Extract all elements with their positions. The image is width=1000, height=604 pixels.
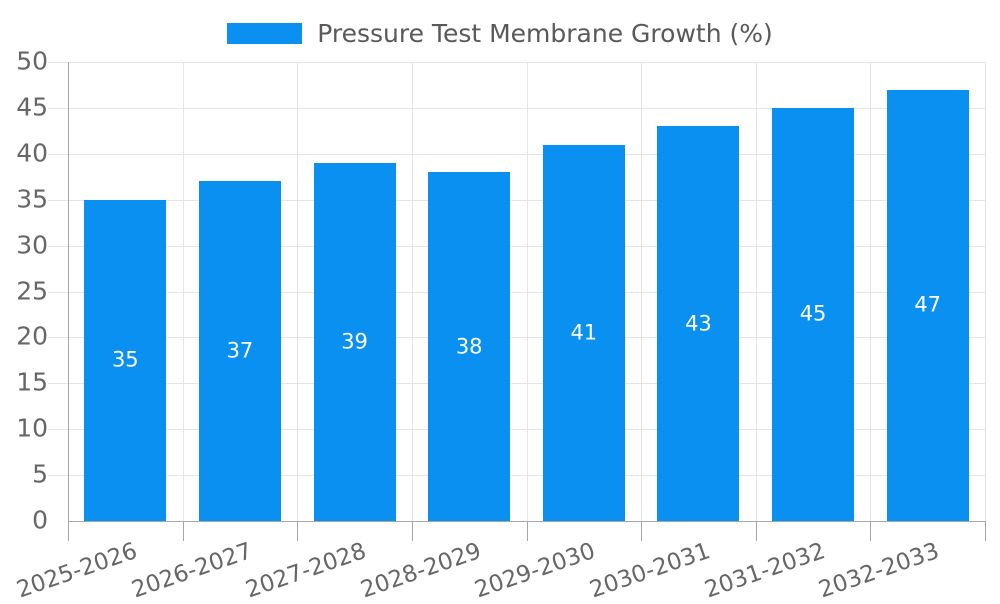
x-axis-tick (755, 521, 757, 541)
y-gridline (48, 291, 985, 293)
bar-value-label: 37 (226, 338, 254, 363)
y-gridline (48, 107, 985, 109)
x-axis-tick (985, 521, 986, 541)
bar[interactable]: 43 (657, 126, 740, 521)
x-gridline (182, 62, 184, 521)
y-tick-label: 50 (16, 46, 48, 76)
x-tick-label: 2030-2031 (586, 538, 714, 604)
y-gridline (48, 337, 985, 339)
x-gridline (526, 62, 528, 521)
y-tick-label: 45 (16, 92, 48, 122)
x-gridline (641, 62, 643, 521)
bar-value-label: 43 (685, 311, 712, 336)
plot-area: 0 5 10 15 20 25 30 35 40 45 50 35 2025-2026 37 2026-20… (13, 49, 986, 603)
y-gridline (48, 475, 985, 477)
y-axis-line (68, 62, 69, 521)
y-tick-label: 15 (16, 367, 48, 397)
legend-swatch-icon (227, 22, 303, 44)
y-tick-label: 40 (16, 138, 48, 168)
bar-value-label: 39 (341, 329, 368, 354)
bar[interactable]: 45 (772, 107, 855, 521)
x-tick-label: 2026-2027 (128, 538, 256, 604)
x-axis-tick (870, 521, 872, 541)
x-tick-label: 2032-2033 (815, 538, 943, 604)
y-gridline (48, 199, 985, 201)
x-tick-label: 2031-2032 (701, 538, 829, 604)
x-axis-tick (526, 521, 528, 541)
legend-label: Pressure Test Membrane Growth (%) (317, 18, 773, 48)
y-gridline (48, 429, 985, 431)
x-gridline (870, 62, 872, 521)
bar[interactable]: 39 (313, 162, 396, 521)
y-tick-label: 25 (16, 276, 48, 305)
bar[interactable]: 47 (886, 89, 969, 521)
y-tick-label: 20 (16, 321, 48, 351)
y-gridline (48, 62, 985, 63)
x-axis-tick (182, 521, 184, 541)
x-gridline (985, 62, 986, 521)
y-tick-label: 0 (32, 505, 48, 535)
bar[interactable]: 41 (542, 144, 625, 521)
bar[interactable]: 38 (428, 172, 511, 521)
y-gridline (48, 153, 985, 155)
y-tick-label: 5 (32, 459, 48, 489)
bar-value-label: 45 (799, 301, 827, 326)
bar-value-label: 47 (914, 292, 942, 317)
x-gridline (411, 62, 413, 521)
bar-value-label: 38 (455, 334, 483, 359)
bar[interactable]: 35 (84, 199, 167, 521)
x-tick-label: 2025-2026 (13, 538, 141, 604)
x-tick-label: 2028-2029 (357, 538, 485, 604)
x-gridline (297, 62, 299, 521)
y-gridline (48, 245, 985, 247)
bar[interactable]: 37 (198, 181, 281, 521)
x-tick-label: 2027-2028 (242, 538, 370, 604)
y-gridline (48, 383, 985, 385)
x-gridline (755, 62, 757, 521)
legend[interactable]: Pressure Test Membrane Growth (%) (0, 14, 1000, 52)
y-tick-label: 30 (16, 230, 48, 260)
x-tick-label: 2029-2030 (471, 538, 599, 604)
bar-value-label: 35 (111, 347, 139, 372)
bar-value-label: 41 (570, 320, 598, 345)
x-axis-tick (297, 521, 299, 541)
x-axis-tick (68, 521, 69, 541)
y-tick-label: 35 (16, 184, 48, 214)
x-axis-tick (641, 521, 643, 541)
y-tick-label: 10 (16, 413, 48, 443)
x-axis-tick (411, 521, 413, 541)
